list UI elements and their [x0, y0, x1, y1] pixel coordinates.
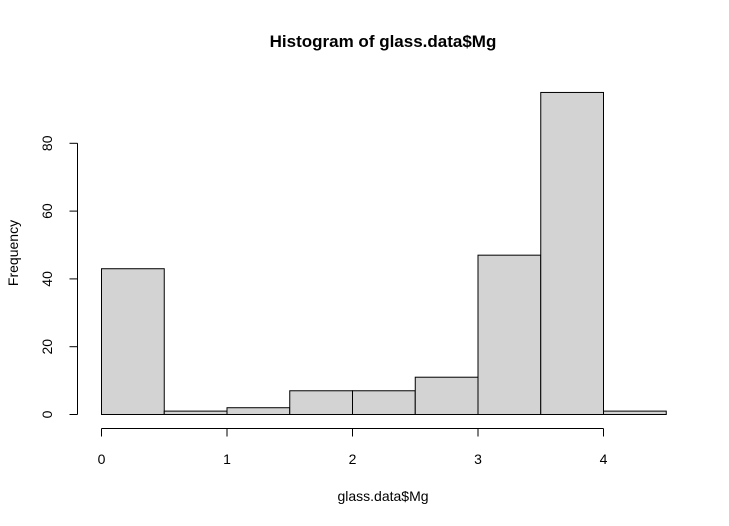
- chart-title: Histogram of glass.data$Mg: [270, 32, 497, 51]
- x-tick-label: 3: [474, 451, 482, 467]
- x-tick-label: 0: [98, 451, 106, 467]
- x-tick-label: 2: [349, 451, 357, 467]
- x-tick-label: 4: [600, 451, 608, 467]
- histogram-bar: [101, 268, 165, 416]
- x-axis-label: glass.data$Mg: [337, 488, 428, 504]
- histogram-bar: [289, 390, 353, 415]
- y-tick-label: 60: [39, 203, 55, 219]
- y-tick-label: 80: [39, 135, 55, 151]
- histogram-bar: [477, 254, 542, 415]
- histogram-bars: [101, 91, 667, 416]
- y-axis: 0 20 40 60 80: [39, 135, 78, 418]
- y-tick-label: 40: [39, 271, 55, 287]
- y-axis-label: Frequency: [5, 220, 21, 286]
- y-tick-label: 0: [39, 410, 55, 418]
- histogram-bar: [414, 376, 479, 415]
- histogram-bar: [352, 390, 416, 415]
- histogram-bar: [540, 91, 604, 415]
- x-axis: 0 1 2 3 4: [98, 428, 608, 467]
- x-tick-label: 1: [223, 451, 231, 467]
- histogram-bar: [163, 410, 228, 415]
- y-tick-label: 20: [39, 339, 55, 355]
- histogram-bar: [603, 410, 667, 415]
- histogram-bar: [226, 407, 291, 416]
